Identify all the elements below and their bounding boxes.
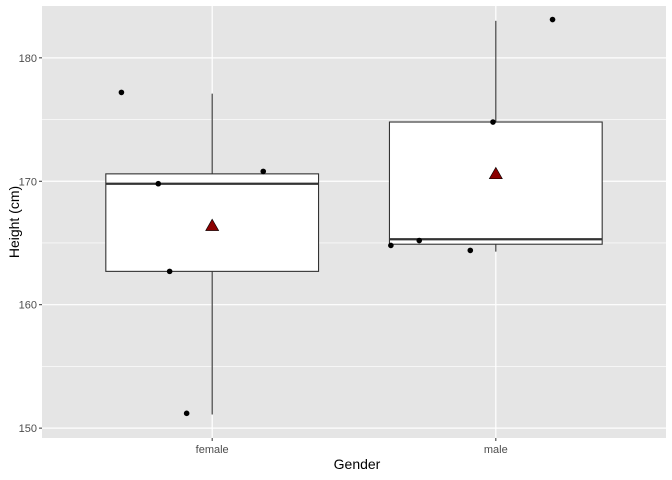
y-tick-label: 180	[19, 53, 37, 65]
data-point	[549, 16, 556, 23]
data-point	[118, 89, 125, 96]
x-axis: female male	[196, 438, 508, 456]
box	[388, 121, 603, 245]
y-tick-label: 160	[19, 300, 37, 312]
data-point	[260, 168, 267, 175]
boxplots	[105, 20, 603, 415]
data-points	[118, 16, 556, 417]
y-tick-label: 150	[19, 423, 37, 435]
boxplot-male	[388, 20, 603, 252]
y-axis: 150 160 170 180	[19, 53, 42, 435]
y-tick-label: 170	[19, 176, 37, 188]
data-point	[416, 237, 423, 244]
y-axis-title: Height (cm)	[6, 186, 22, 258]
data-point	[490, 119, 496, 125]
data-point	[155, 180, 162, 187]
mean-markers	[205, 166, 503, 231]
data-point	[183, 410, 190, 417]
mean-marker	[205, 218, 220, 231]
x-tick-label: female	[196, 444, 229, 456]
x-axis-title: Gender	[334, 456, 381, 472]
data-point	[467, 247, 474, 254]
x-tick-label: male	[484, 444, 508, 456]
data-point	[388, 242, 394, 249]
data-point	[166, 268, 173, 275]
mean-marker	[488, 166, 503, 180]
